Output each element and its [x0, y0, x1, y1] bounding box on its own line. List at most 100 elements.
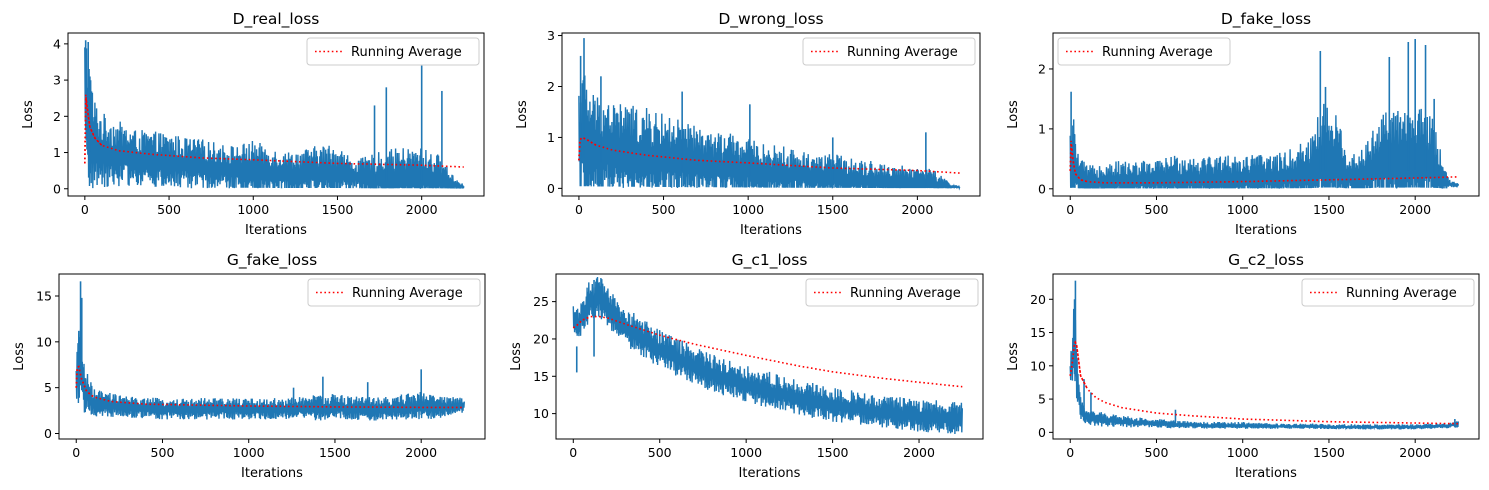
y-tick-label: 5	[1038, 392, 1046, 407]
axes-frame	[555, 273, 984, 440]
x-axis-label: Iterations	[1235, 223, 1297, 238]
series-line-loss	[572, 276, 963, 435]
x-tick-label: 2000	[903, 445, 935, 460]
legend-box	[802, 37, 976, 66]
axes-frame	[67, 32, 485, 197]
legend: Running Average	[802, 37, 976, 66]
x-axis-label: Iterations	[1235, 466, 1297, 481]
y-tick-label: 15	[1030, 325, 1046, 340]
y-tick-label: 0	[547, 181, 555, 196]
y-tick-label: 10	[36, 334, 52, 349]
x-tick-label: 0	[81, 202, 89, 217]
x-tick-label: 2000	[1399, 445, 1431, 460]
x-tick-label: 1000	[237, 202, 269, 217]
running-average-line	[84, 98, 464, 168]
x-axis-label: Iterations	[740, 223, 802, 238]
x-tick-label: 1000	[233, 445, 265, 460]
y-tick-label: 20	[533, 331, 549, 346]
chart-title: G_c2_loss	[1228, 251, 1304, 270]
y-axis-label: Loss	[21, 100, 36, 129]
y-axis-label: Loss	[515, 100, 530, 129]
chart-g-c2-loss: 0 500 1000 1500 2000 0 5 10 15 20 G_c2_loss Iterati…	[1006, 251, 1480, 481]
y-tick-label: 0	[53, 181, 61, 196]
legend-label: Running Average	[1102, 45, 1213, 60]
chart-title: D_wrong_loss	[718, 10, 823, 29]
x-tick-label: 1500	[322, 202, 354, 217]
y-tick-label: 1	[53, 145, 61, 160]
axes-frame	[1052, 273, 1480, 440]
y-tick-label: 0	[44, 426, 52, 441]
legend-label: Running Average	[1346, 286, 1457, 301]
y-tick-label: 1	[547, 130, 555, 145]
running-average-line	[578, 136, 960, 174]
series-line-loss	[1069, 308, 1459, 431]
y-tick-label: 0	[1038, 425, 1046, 440]
x-tick-label: 0	[1066, 202, 1074, 217]
y-tick-label: 1	[1038, 121, 1046, 136]
x-tick-label: 2000	[1399, 202, 1431, 217]
x-tick-label: 0	[72, 445, 80, 460]
x-tick-label: 500	[1145, 445, 1169, 460]
x-tick-label: 0	[1066, 445, 1074, 460]
legend-box	[805, 278, 979, 307]
series-line-loss	[75, 329, 465, 421]
axes-frame	[58, 273, 486, 440]
legend-box	[1301, 278, 1475, 307]
y-tick-label: 4	[53, 36, 61, 51]
x-tick-label: 1500	[817, 445, 849, 460]
x-tick-label: 500	[648, 445, 672, 460]
axes-frame	[1052, 32, 1480, 197]
legend-box	[1057, 37, 1231, 66]
x-tick-label: 500	[151, 445, 175, 460]
y-tick-label: 25	[533, 294, 549, 309]
legend-label: Running Average	[850, 286, 961, 301]
x-tick-label: 1500	[1313, 445, 1345, 460]
y-tick-label: 0	[1038, 181, 1046, 196]
legend-label: Running Average	[847, 45, 958, 60]
legend: Running Average	[306, 37, 480, 66]
x-tick-label: 1000	[732, 202, 764, 217]
legend: Running Average	[1301, 278, 1475, 307]
y-axis-label: Loss	[12, 342, 27, 371]
chart-title: G_c1_loss	[732, 251, 808, 270]
x-tick-label: 1500	[319, 445, 351, 460]
chart-title: D_fake_loss	[1221, 10, 1311, 29]
series-line-loss	[578, 75, 961, 191]
x-tick-label: 1500	[1313, 202, 1345, 217]
chart-d-fake-loss: 0 500 1000 1500 2000 0 1 2 D_fake_loss Iterations…	[1006, 10, 1480, 238]
running-average-line	[1069, 340, 1459, 425]
y-tick-label: 10	[533, 406, 549, 421]
axes-frame	[561, 32, 981, 197]
y-tick-label: 2	[1038, 61, 1046, 76]
legend: Running Average	[805, 278, 979, 307]
x-tick-label: 2000	[406, 202, 438, 217]
x-tick-label: 0	[575, 202, 583, 217]
x-axis-label: Iterations	[739, 466, 801, 481]
legend: Running Average	[307, 278, 481, 307]
x-tick-label: 1000	[1227, 445, 1259, 460]
x-axis-label: Iterations	[241, 466, 303, 481]
chart-d-real-loss: 0 500 1000 1500 2000 0 1 2 3 4 D_real_loss Iteratio…	[21, 10, 485, 238]
x-axis-label: Iterations	[245, 223, 307, 238]
y-tick-label: 5	[44, 380, 52, 395]
series-line-loss	[84, 47, 465, 189]
y-tick-label: 3	[53, 73, 61, 88]
legend-label: Running Average	[351, 45, 462, 60]
legend-box	[307, 278, 481, 307]
x-tick-label: 2000	[901, 202, 933, 217]
series-line-loss	[1069, 103, 1459, 189]
chart-g-fake-loss: 0 500 1000 1500 2000 0 5 10 15 G_fake_loss Iterati…	[12, 251, 486, 481]
x-tick-label: 1500	[817, 202, 849, 217]
legend-label: Running Average	[352, 286, 463, 301]
chart-title: D_real_loss	[233, 10, 320, 29]
y-tick-label: 2	[53, 109, 61, 124]
chart-title: G_fake_loss	[227, 251, 317, 270]
x-tick-label: 500	[652, 202, 676, 217]
x-tick-label: 0	[569, 445, 577, 460]
y-tick-label: 10	[1030, 358, 1046, 373]
x-tick-label: 1000	[730, 445, 762, 460]
y-axis-label: Loss	[1006, 100, 1021, 129]
y-axis-label: Loss	[1006, 342, 1021, 371]
chart-g-c1-loss: 0 500 1000 1500 2000 10 15 20 25 G_c1_loss Iterati…	[509, 251, 984, 481]
